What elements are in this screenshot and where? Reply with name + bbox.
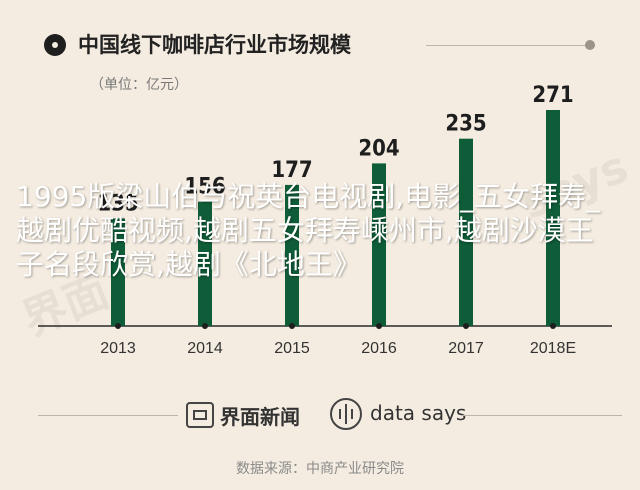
bar-value-label: 235 <box>445 112 486 137</box>
x-tick-label: 2015 <box>274 340 310 357</box>
x-tick-dot <box>463 323 469 329</box>
x-tick-label: 2014 <box>187 340 223 357</box>
bar-2014 <box>198 201 212 326</box>
bar-2016 <box>372 163 386 326</box>
bar-value-label: 156 <box>184 175 225 200</box>
datasays-logo-icon <box>330 398 362 430</box>
footer-rule-left <box>38 415 178 416</box>
bar-2013 <box>111 218 125 326</box>
bar-value-label: 271 <box>532 83 573 108</box>
jiemian-logo-icon <box>186 402 214 428</box>
bar-value-label: 177 <box>271 158 312 183</box>
title-end-dot <box>585 40 595 50</box>
x-tick-dot <box>550 323 556 329</box>
bar-value-label: 204 <box>358 136 399 161</box>
bar-2017 <box>459 138 473 326</box>
datasays-brand-label: data says <box>370 401 467 425</box>
bar-value-label: 135 <box>97 191 138 216</box>
bullet-icon <box>44 34 66 56</box>
x-tick-dot <box>289 323 295 329</box>
x-tick-dot <box>115 323 121 329</box>
x-tick-dot <box>202 323 208 329</box>
data-source: 数据来源：中商产业研究院 <box>236 461 404 477</box>
x-tick-label: 2016 <box>361 340 397 357</box>
title-rule <box>426 45 586 46</box>
chart-title: 中国线下咖啡店行业市场规模 <box>78 33 351 57</box>
bar-chart: 135 2013 156 2014 177 2015 204 2016 235 2017 271 20… <box>38 83 612 357</box>
x-tick-label: 2017 <box>448 340 484 357</box>
jiemian-brand-label: 界面新闻 <box>220 405 300 429</box>
bar-2018E <box>546 110 560 326</box>
x-tick-label: 2013 <box>100 340 136 357</box>
x-tick-label: 2018E <box>530 340 576 357</box>
footer-rule-right <box>462 415 622 416</box>
footer-brand: 界面新闻 data says <box>0 392 640 442</box>
x-tick-dot <box>376 323 382 329</box>
chart-header: 中国线下咖啡店行业市场规模 <box>44 30 604 60</box>
unit-label: （单位：亿元） <box>90 77 188 93</box>
overlay-text: 1995版梁山伯与祝英台电视剧,电影_五女拜寿_越剧优酷视频,越剧五女拜寿嵊州市… <box>16 180 601 281</box>
bar-2015 <box>285 184 299 326</box>
